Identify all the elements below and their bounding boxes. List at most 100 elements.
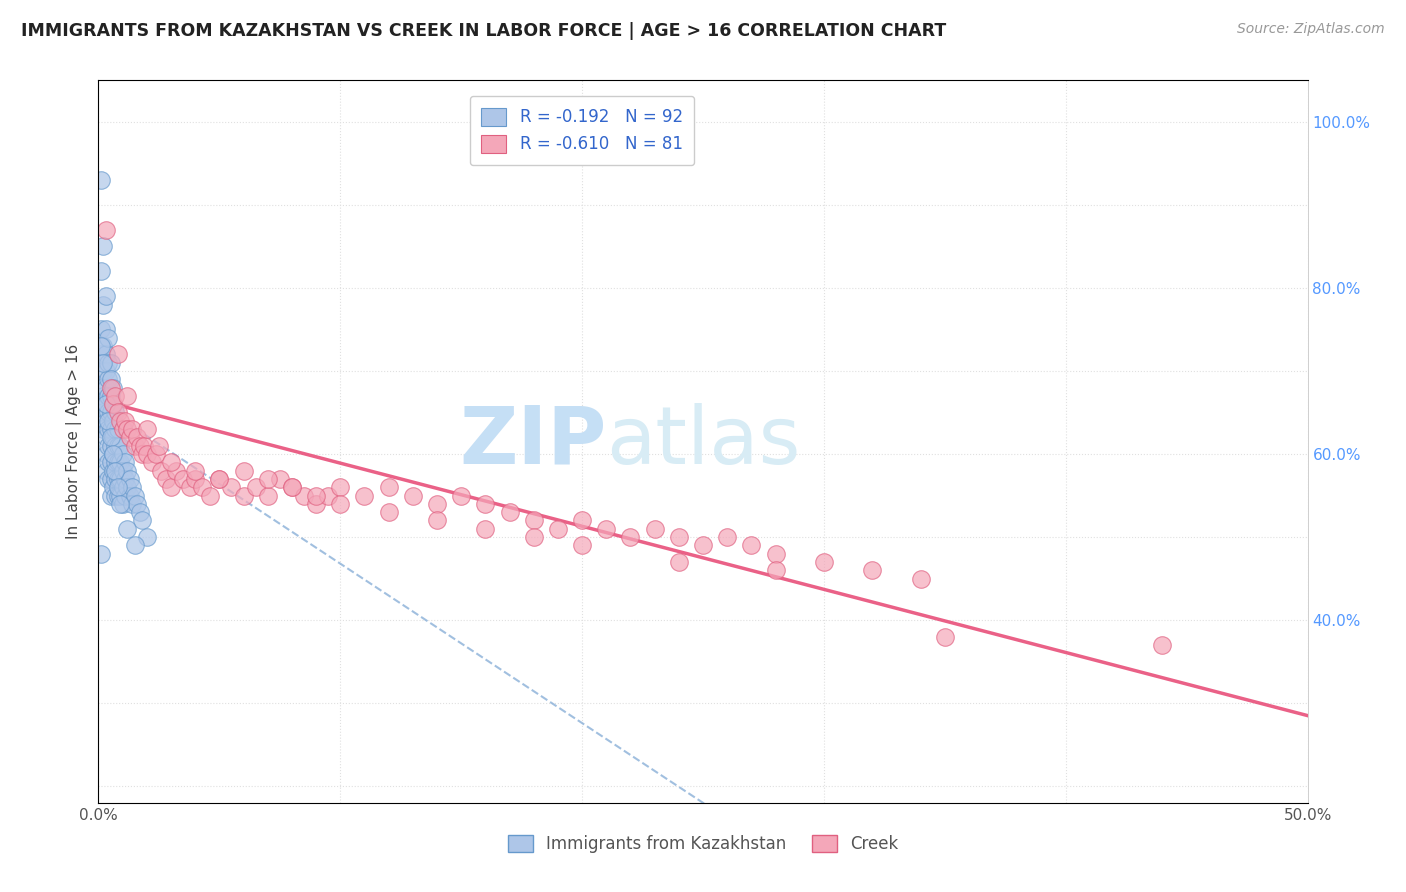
Point xyxy=(644,522,666,536)
Point xyxy=(100,356,122,370)
Point xyxy=(111,480,134,494)
Point xyxy=(198,489,221,503)
Point xyxy=(107,455,129,469)
Point xyxy=(91,339,114,353)
Point xyxy=(145,447,167,461)
Point xyxy=(97,405,120,419)
Point xyxy=(118,489,141,503)
Point xyxy=(117,522,139,536)
Point xyxy=(94,447,117,461)
Point xyxy=(184,472,207,486)
Point xyxy=(245,480,267,494)
Point xyxy=(121,480,143,494)
Y-axis label: In Labor Force | Age > 16: In Labor Force | Age > 16 xyxy=(66,344,83,539)
Point xyxy=(131,513,153,527)
Point xyxy=(94,289,117,303)
Point xyxy=(329,497,352,511)
Point xyxy=(716,530,738,544)
Point xyxy=(100,372,122,386)
Point xyxy=(426,497,449,511)
Point xyxy=(107,347,129,361)
Point xyxy=(100,380,122,394)
Point xyxy=(165,464,187,478)
Point xyxy=(179,480,201,494)
Point xyxy=(97,455,120,469)
Point xyxy=(121,422,143,436)
Point xyxy=(100,389,122,403)
Point xyxy=(101,397,124,411)
Point xyxy=(498,505,520,519)
Point xyxy=(90,339,112,353)
Point xyxy=(114,455,136,469)
Point xyxy=(402,489,425,503)
Point xyxy=(104,439,127,453)
Point xyxy=(107,480,129,494)
Point xyxy=(571,538,593,552)
Point xyxy=(94,380,117,394)
Point xyxy=(474,497,496,511)
Point xyxy=(256,472,278,486)
Point xyxy=(94,322,117,336)
Point xyxy=(474,522,496,536)
Legend: Immigrants from Kazakhstan, Creek: Immigrants from Kazakhstan, Creek xyxy=(502,828,904,860)
Point xyxy=(135,447,157,461)
Point xyxy=(128,505,150,519)
Point xyxy=(101,397,124,411)
Point xyxy=(108,455,131,469)
Point xyxy=(619,530,641,544)
Point xyxy=(114,489,136,503)
Point xyxy=(118,430,141,444)
Point xyxy=(91,297,114,311)
Point xyxy=(131,447,153,461)
Point xyxy=(155,472,177,486)
Point xyxy=(108,472,131,486)
Point xyxy=(97,422,120,436)
Point xyxy=(97,472,120,486)
Point xyxy=(90,380,112,394)
Point xyxy=(269,472,291,486)
Point xyxy=(668,530,690,544)
Point xyxy=(91,422,114,436)
Point xyxy=(91,356,114,370)
Point xyxy=(208,472,231,486)
Point xyxy=(329,480,352,494)
Point xyxy=(172,472,194,486)
Point xyxy=(692,538,714,552)
Text: Source: ZipAtlas.com: Source: ZipAtlas.com xyxy=(1237,22,1385,37)
Point xyxy=(104,472,127,486)
Point xyxy=(450,489,472,503)
Point xyxy=(910,572,932,586)
Point xyxy=(232,489,254,503)
Point xyxy=(104,389,127,403)
Point xyxy=(94,223,117,237)
Point xyxy=(107,422,129,436)
Point xyxy=(107,472,129,486)
Point xyxy=(108,497,131,511)
Point xyxy=(523,530,546,544)
Point xyxy=(191,480,214,494)
Point xyxy=(97,389,120,403)
Point xyxy=(128,439,150,453)
Point xyxy=(114,414,136,428)
Point xyxy=(232,464,254,478)
Point xyxy=(111,464,134,478)
Point xyxy=(426,513,449,527)
Point xyxy=(91,364,114,378)
Point xyxy=(160,455,183,469)
Point xyxy=(117,422,139,436)
Point xyxy=(100,472,122,486)
Point xyxy=(108,414,131,428)
Point xyxy=(101,447,124,461)
Point xyxy=(150,464,173,478)
Point xyxy=(118,472,141,486)
Point xyxy=(547,522,569,536)
Point xyxy=(571,513,593,527)
Point xyxy=(111,447,134,461)
Point xyxy=(97,372,120,386)
Point xyxy=(100,405,122,419)
Point xyxy=(595,522,617,536)
Point xyxy=(100,455,122,469)
Point xyxy=(127,497,149,511)
Point xyxy=(184,464,207,478)
Point xyxy=(127,430,149,444)
